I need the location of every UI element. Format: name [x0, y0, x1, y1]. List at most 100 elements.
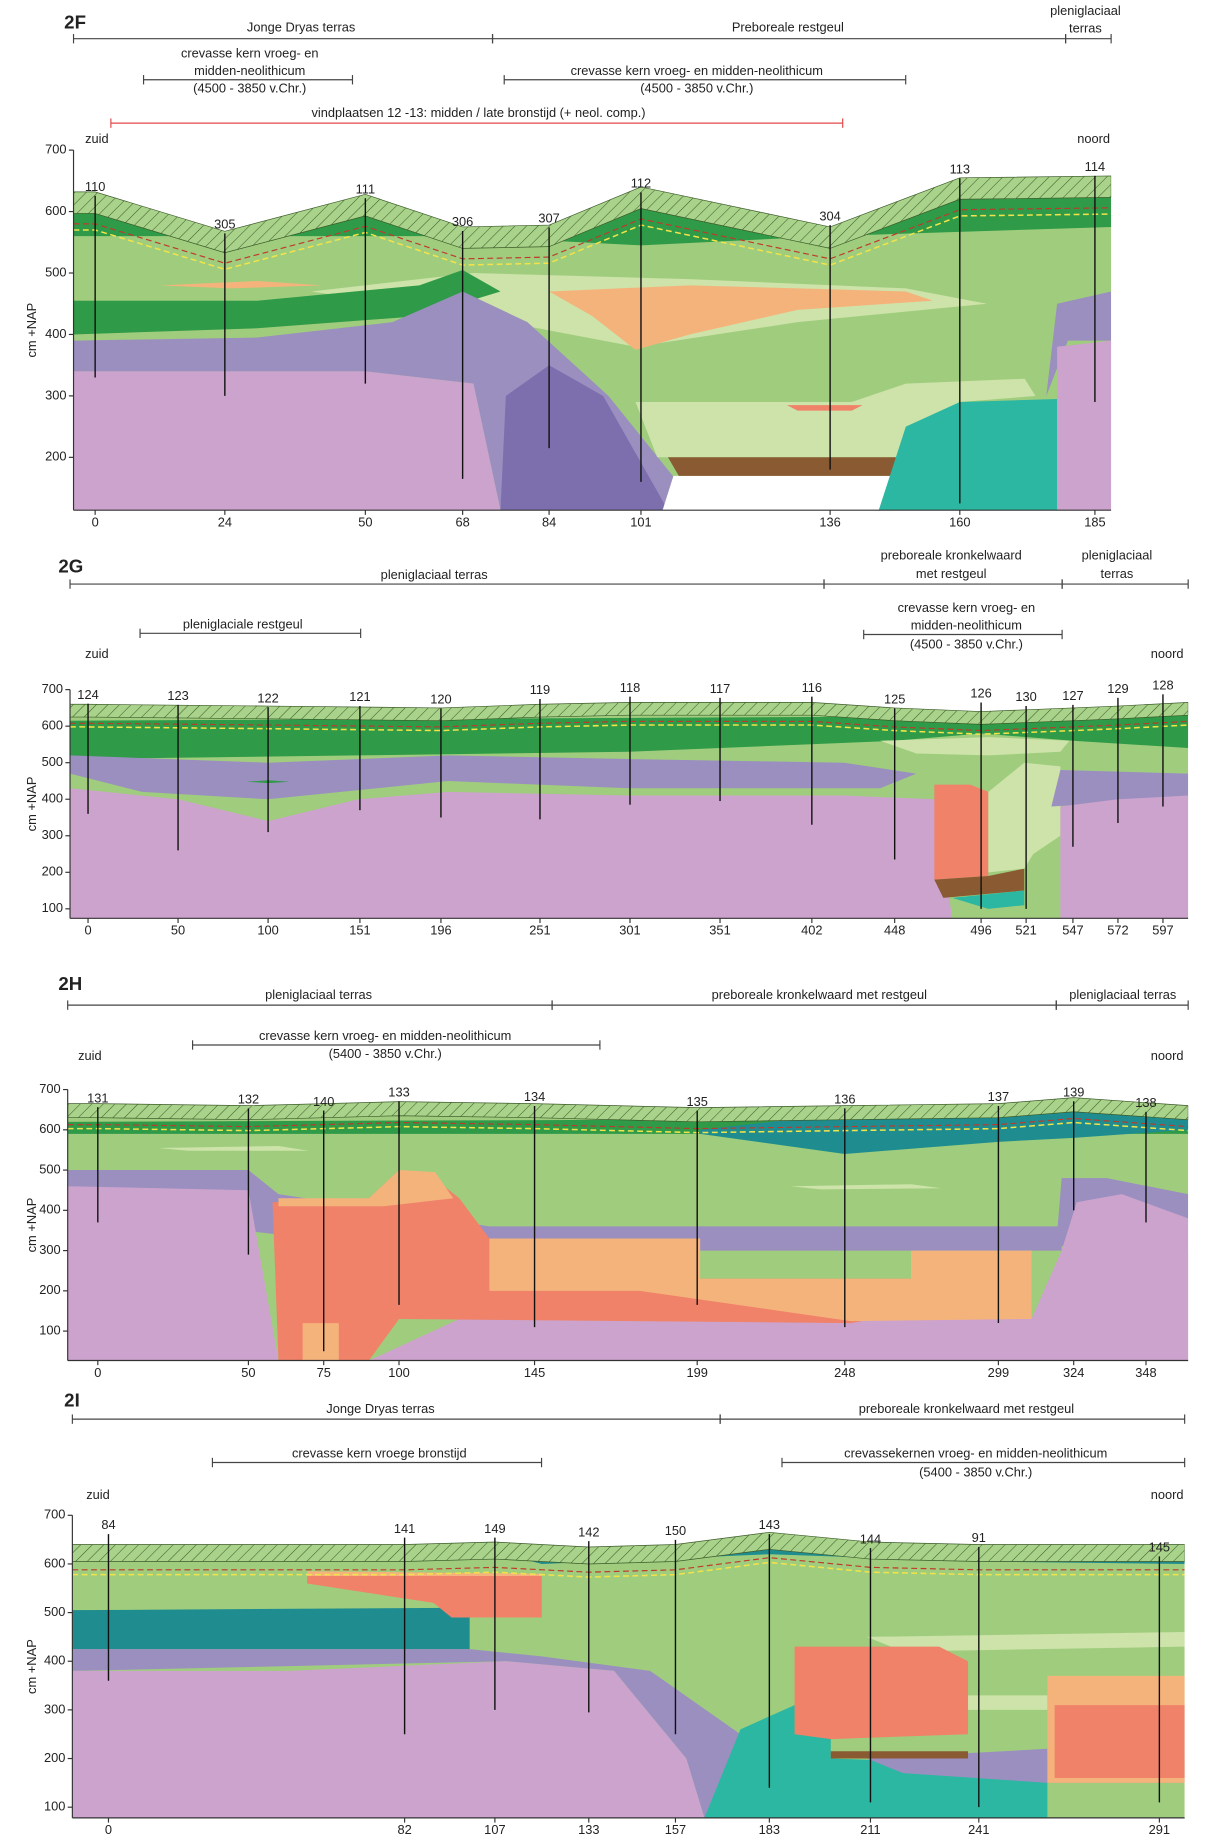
y-tick-label: 700 — [42, 681, 63, 696]
layer — [303, 1323, 339, 1360]
span-label: preboreale kronkelwaard — [881, 547, 1022, 562]
borehole-label: 141 — [394, 1521, 415, 1536]
span-label: Jonge Dryas terras — [326, 1401, 434, 1416]
borehole-label: 137 — [988, 1089, 1009, 1104]
y-tick-label: 700 — [45, 141, 66, 156]
borehole-label: 110 — [85, 179, 105, 194]
x-tick-label: 84 — [542, 514, 556, 529]
layer — [663, 476, 906, 510]
x-tick-label: 597 — [1152, 923, 1173, 938]
x-tick-label: 348 — [1135, 1365, 1156, 1380]
direction-right: noord — [1151, 646, 1184, 661]
x-tick-label: 133 — [578, 1822, 599, 1837]
span-label: (4500 - 3850 v.Chr.) — [193, 81, 306, 96]
span-label: pleniglaciale restgeul — [183, 616, 303, 631]
x-tick-label: 291 — [1149, 1822, 1170, 1837]
borehole-label: 128 — [1152, 677, 1173, 692]
layer — [68, 1186, 279, 1360]
x-tick-label: 100 — [257, 923, 278, 938]
layer — [787, 405, 863, 411]
borehole-label: 134 — [524, 1089, 545, 1104]
span-label: vindplaatsen 12 -13: midden / late brons… — [311, 105, 645, 120]
page: 2FJonge Dryas terrasPreboreale restgeulp… — [0, 0, 1208, 1839]
x-tick-label: 136 — [819, 514, 840, 529]
layer — [72, 1608, 469, 1649]
borehole-label: 124 — [77, 687, 98, 702]
x-tick-label: 157 — [665, 1822, 686, 1837]
borehole-label: 118 — [620, 680, 640, 695]
span-label: (5400 - 3850 v.Chr.) — [329, 1046, 442, 1061]
y-tick-label: 700 — [39, 1081, 60, 1096]
x-tick-label: 101 — [630, 514, 651, 529]
borehole-label: 131 — [87, 1090, 108, 1105]
y-tick-label: 500 — [42, 754, 63, 769]
borehole-label: 120 — [430, 692, 451, 707]
x-tick-label: 402 — [801, 923, 822, 938]
x-tick-label: 496 — [970, 923, 991, 938]
layer — [934, 785, 988, 880]
y-tick-label: 100 — [44, 1799, 65, 1814]
borehole-label: 91 — [972, 1530, 986, 1545]
span-label: pleniglaciaal terras — [381, 567, 488, 582]
x-tick-label: 351 — [709, 923, 730, 938]
direction-right: noord — [1151, 1048, 1184, 1063]
borehole-label: 119 — [530, 682, 550, 697]
borehole-label: 136 — [834, 1091, 855, 1106]
y-tick-label: 400 — [44, 1653, 65, 1668]
borehole-label: 129 — [1107, 681, 1128, 696]
layers — [72, 1532, 1184, 1818]
panel-title: 2F — [64, 11, 86, 32]
layer — [831, 1751, 968, 1758]
x-tick-label: 24 — [218, 514, 232, 529]
x-tick-label: 50 — [171, 923, 185, 938]
span-label: preboreale kronkelwaard met restgeul — [712, 987, 927, 1002]
panel-title: 2G — [58, 556, 83, 577]
borehole-label: 111 — [356, 181, 375, 196]
borehole-label: 114 — [1085, 159, 1105, 174]
x-tick-label: 547 — [1062, 923, 1083, 938]
y-tick-label: 600 — [42, 718, 63, 733]
x-tick-label: 0 — [84, 923, 91, 938]
span-label: crevasse kern vroege bronstijd — [292, 1446, 467, 1461]
borehole-label: 140 — [313, 1094, 334, 1109]
borehole-label: 143 — [759, 1517, 780, 1532]
x-tick-label: 0 — [92, 514, 99, 529]
layer — [1060, 796, 1188, 919]
section-panel: 2G pleniglaciaal terras preboreale kronkel… — [24, 547, 1188, 937]
y-tick-label: 300 — [44, 1701, 65, 1716]
x-tick-label: 251 — [529, 923, 550, 938]
x-tick-label: 301 — [619, 923, 640, 938]
x-tick-label: 248 — [834, 1365, 855, 1380]
y-tick-label: 500 — [45, 264, 66, 279]
borehole-label: 135 — [686, 1094, 707, 1109]
span-label: terras — [1101, 566, 1134, 581]
layers — [70, 702, 1188, 918]
span-label: crevasse kern vroeg- en — [898, 600, 1036, 615]
y-tick-label: 300 — [45, 387, 66, 402]
span-label: crevasse kern vroeg- en midden-neolithic… — [259, 1028, 511, 1043]
section-panel: 2Hpleniglaciaal terraspreboreale kronkel… — [24, 973, 1188, 1380]
borehole-label: 122 — [257, 690, 278, 705]
x-tick-label: 100 — [388, 1365, 409, 1380]
x-tick-label: 68 — [455, 514, 469, 529]
x-tick-label: 241 — [968, 1822, 989, 1837]
y-tick-label: 400 — [45, 326, 66, 341]
span-label: (4500 - 3850 v.Chr.) — [640, 81, 753, 96]
y-tick-label: 200 — [42, 864, 63, 879]
y-tick-label: 300 — [42, 827, 63, 842]
x-tick-label: 151 — [349, 923, 370, 938]
span-label: preboreale kronkelwaard met restgeul — [859, 1401, 1074, 1416]
borehole-label: 130 — [1015, 689, 1036, 704]
y-tick-label: 600 — [39, 1121, 60, 1136]
direction-left: zuid — [85, 131, 109, 146]
x-tick-label: 160 — [949, 514, 970, 529]
borehole-label: 142 — [578, 1524, 599, 1539]
span-label: met restgeul — [916, 566, 987, 581]
layer — [74, 371, 501, 510]
y-axis-label: cm +NAP — [24, 303, 39, 358]
borehole-label: 112 — [631, 176, 651, 191]
borehole-label: 84 — [101, 1517, 115, 1532]
borehole-label: 305 — [214, 217, 235, 232]
direction-right: noord — [1151, 1487, 1184, 1502]
